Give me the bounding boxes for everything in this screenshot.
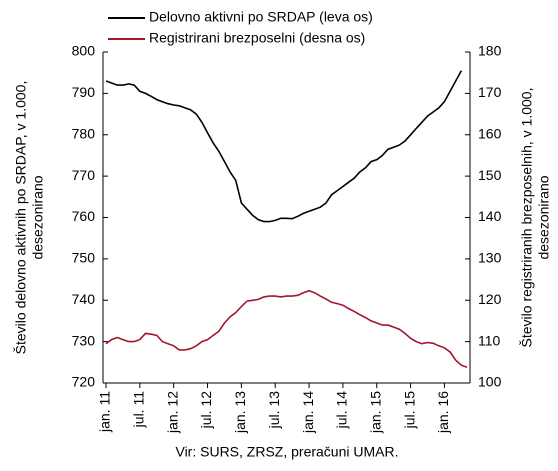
- y-tick-label: 730: [72, 332, 96, 348]
- x-tick-label: jul. 14: [334, 391, 350, 430]
- y-tick-label: 740: [72, 291, 96, 307]
- x-tick-label: jan. 14: [300, 391, 316, 434]
- y2-tick-label: 160: [478, 125, 502, 141]
- y-tick-label: 790: [72, 84, 96, 100]
- y-tick-label: 720: [72, 374, 96, 390]
- y-tick-label: 770: [72, 167, 96, 183]
- y-tick-label: 760: [72, 208, 96, 224]
- x-tick-label: jul. 13: [266, 391, 282, 430]
- legend-label: Registrirani brezposelni (desna os): [149, 30, 365, 46]
- series-line: [105, 70, 463, 223]
- y2-tick-label: 110: [478, 332, 501, 348]
- x-tick-label: jan. 13: [232, 391, 248, 434]
- x-tick-label: jan. 11: [97, 391, 113, 433]
- y-axis-label: desezonirano: [30, 175, 46, 259]
- y-tick-label: 750: [72, 250, 96, 266]
- y2-tick-label: 180: [478, 43, 502, 59]
- y2-axis-label: desezonirano: [536, 175, 552, 259]
- x-tick-label: jul. 15: [401, 391, 417, 430]
- x-tick-label: jan. 16: [435, 391, 451, 434]
- series-line: [105, 289, 468, 369]
- y2-tick-label: 140: [478, 208, 502, 224]
- x-tick-label: jan. 15: [367, 391, 383, 434]
- y-axis-label: Število delovno aktivnih po SRDAP, v 1.0…: [13, 81, 29, 355]
- y2-tick-label: 120: [478, 291, 502, 307]
- y2-tick-label: 100: [478, 374, 502, 390]
- y-tick-label: 800: [72, 43, 96, 59]
- y2-tick-label: 150: [478, 167, 502, 183]
- source: Vir: SURS, ZRSZ, preračuni UMAR.: [175, 444, 398, 460]
- y-tick-label: 780: [72, 125, 96, 141]
- y2-tick-label: 130: [478, 250, 502, 266]
- x-tick-label: jul. 11: [131, 391, 147, 429]
- legend-label: Delovno aktivni po SRDAP (leva os): [149, 9, 373, 25]
- x-tick-label: jul. 12: [198, 391, 214, 430]
- y2-tick-label: 170: [478, 84, 502, 100]
- x-tick-label: jan. 12: [164, 391, 180, 434]
- y2-axis-label: Število registriranih brezposelnih, v 1.…: [519, 88, 535, 348]
